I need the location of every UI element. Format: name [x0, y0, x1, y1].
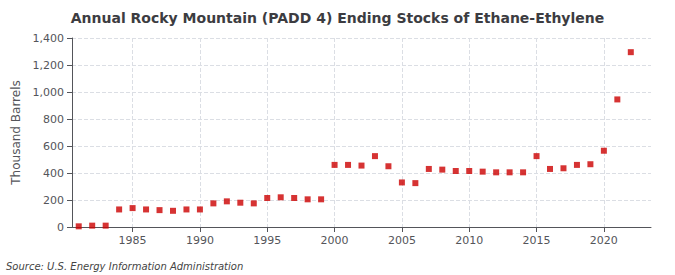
svg-text:600: 600	[43, 140, 64, 153]
svg-text:800: 800	[43, 113, 64, 126]
svg-text:Source: U.S. Energy Informatio: Source: U.S. Energy Information Administ…	[6, 261, 243, 272]
svg-text:1985: 1985	[119, 234, 147, 247]
svg-text:200: 200	[43, 194, 64, 207]
svg-text:1990: 1990	[186, 234, 214, 247]
svg-text:2010: 2010	[455, 234, 483, 247]
svg-text:1,200: 1,200	[33, 59, 65, 72]
svg-text:400: 400	[43, 167, 64, 180]
svg-text:Annual Rocky Mountain (PADD 4): Annual Rocky Mountain (PADD 4) Ending St…	[71, 10, 605, 26]
svg-text:1,400: 1,400	[33, 32, 65, 45]
svg-text:2020: 2020	[590, 234, 618, 247]
svg-text:1995: 1995	[253, 234, 281, 247]
svg-text:Thousand Barrels: Thousand Barrels	[9, 80, 23, 185]
svg-text:2015: 2015	[523, 234, 551, 247]
svg-text:0: 0	[57, 221, 64, 234]
svg-text:2000: 2000	[321, 234, 349, 247]
svg-text:2005: 2005	[388, 234, 416, 247]
svg-text:1,000: 1,000	[33, 86, 65, 99]
